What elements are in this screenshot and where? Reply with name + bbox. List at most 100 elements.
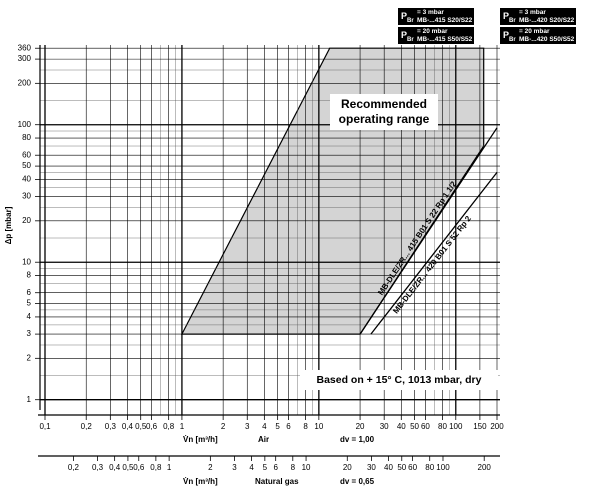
- x-tick-label: 10: [314, 422, 323, 431]
- legend-symbol-sub: Br: [407, 17, 414, 24]
- x-tick-label: 40: [397, 422, 406, 431]
- legend-symbol: PBr: [401, 30, 414, 43]
- x2-tick-label: 0,6: [133, 463, 145, 472]
- x-tick-label: 0,6: [146, 422, 158, 431]
- legend-symbol-sub: Br: [407, 36, 414, 43]
- x2-axis-medium: Natural gas: [255, 477, 299, 486]
- x2-tick-label: 30: [367, 463, 376, 472]
- x-tick-label: 0,4: [122, 422, 134, 431]
- x-tick-label: 0,1: [39, 422, 51, 431]
- legend-symbol-letter: P: [503, 30, 510, 40]
- x2-tick-label: 8: [291, 463, 296, 472]
- x2-tick-label: 40: [384, 463, 393, 472]
- x-tick-label: 0,2: [81, 422, 93, 431]
- legend-symbol-letter: P: [401, 30, 408, 40]
- x2-tick-label: 0,3: [92, 463, 104, 472]
- operating-range: [180, 47, 485, 335]
- x-tick-label: 30: [380, 422, 389, 431]
- x-tick-label: 8: [303, 422, 308, 431]
- y-tick-label: 2: [27, 353, 32, 362]
- legend-model: MB-...420 S50/S52: [519, 36, 575, 43]
- x-tick-label: 4: [262, 422, 267, 431]
- y-tick-label: 6: [27, 288, 32, 297]
- legend-model: MB-...415 S20/S22: [417, 17, 473, 24]
- x2-tick-label: 1: [167, 463, 172, 472]
- x-tick-label: 200: [490, 422, 504, 431]
- legend-symbol-sub: Br: [509, 17, 516, 24]
- x-tick-label: 20: [356, 422, 365, 431]
- legend-entry: PBr = 20 mbar MB-...420 S50/S52: [500, 27, 576, 44]
- x2-axis-dv: dv = 0,65: [340, 477, 375, 486]
- x-tick-label: 0,8: [163, 422, 175, 431]
- x-axis-medium: Air: [258, 435, 269, 444]
- legend-model: MB-...420 S20/S22: [519, 17, 575, 24]
- legend-entry: PBr = 3 mbar MB-...415 S20/S22: [398, 8, 474, 25]
- legend-entry: PBr = 20 mbar MB-...415 S50/S52: [398, 27, 474, 44]
- x2-tick-label: 100: [436, 463, 450, 472]
- x2-tick-label: 80: [425, 463, 434, 472]
- x-tick-label: 3: [245, 422, 250, 431]
- legend-pressure: = 3 mbar: [417, 9, 444, 16]
- y-tick-label: 40: [22, 175, 31, 184]
- x-axis-dv: dv = 1,00: [340, 435, 375, 444]
- legend-symbol: PBr: [503, 30, 516, 43]
- x2-tick-label: 10: [302, 463, 311, 472]
- legend-pressure: = 3 mbar: [519, 9, 546, 16]
- y-tick-label: 3: [27, 329, 32, 338]
- y-tick-label: 60: [22, 150, 31, 159]
- y-tick-label: 4: [27, 312, 32, 321]
- legend-symbol-letter: P: [503, 11, 510, 21]
- x2-tick-label: 3: [232, 463, 237, 472]
- x-tick-label: 2: [221, 422, 226, 431]
- y-axis-title: Δp [mbar]: [4, 206, 13, 244]
- x2-tick-label: 0,2: [68, 463, 80, 472]
- y-tick-label: 1: [27, 395, 32, 404]
- x-tick-label: 50: [410, 422, 419, 431]
- x2-tick-label: 20: [343, 463, 352, 472]
- region-label: Recommended operating range: [330, 94, 438, 130]
- x-tick-label: 1: [180, 422, 185, 431]
- x-tick-label: 0,3: [105, 422, 117, 431]
- y-tick-label: 80: [22, 133, 31, 142]
- x-tick-label: 5: [275, 422, 280, 431]
- x-tick-label: 100: [449, 422, 463, 431]
- x2-tick-label: 0,5: [122, 463, 134, 472]
- y-tick-label: 300: [18, 54, 32, 63]
- x2-tick-label: 60: [408, 463, 417, 472]
- x2-tick-label: 0,8: [150, 463, 162, 472]
- legend-symbol: PBr: [503, 11, 516, 24]
- x-tick-label: 150: [473, 422, 487, 431]
- y-tick-label: 50: [22, 161, 31, 170]
- y-tick-label: 100: [18, 120, 32, 129]
- y-tick-label: 8: [27, 271, 32, 280]
- x-axis-title: V̇n [m³/h]: [183, 435, 218, 444]
- legend-symbol-letter: P: [401, 11, 408, 21]
- legend-pressure: = 20 mbar: [519, 28, 550, 35]
- x-tick-label: 6: [286, 422, 291, 431]
- x2-tick-label: 2: [208, 463, 213, 472]
- y-tick-label: 200: [18, 78, 32, 87]
- x2-tick-label: 50: [397, 463, 406, 472]
- x2-tick-label: 200: [478, 463, 492, 472]
- characteristic-line: [359, 127, 498, 335]
- x2-tick-label: 0,4: [109, 463, 121, 472]
- legend-symbol: PBr: [401, 11, 414, 24]
- legend-entry: PBr = 3 mbar MB-...420 S20/S22: [500, 8, 576, 25]
- y-tick-label: 20: [22, 216, 31, 225]
- x2-tick-label: 4: [249, 463, 254, 472]
- x2-tick-label: 5: [263, 463, 268, 472]
- x-tick-label: 80: [438, 422, 447, 431]
- legend-symbol-sub: Br: [509, 36, 516, 43]
- x2-tick-label: 6: [273, 463, 278, 472]
- x-tick-label: 60: [421, 422, 430, 431]
- annotation: Based on + 15° C, 1013 mbar, dry: [300, 370, 498, 390]
- x2-axis-title: V̇n [m³/h]: [183, 477, 218, 486]
- x-tick-label: 0,5: [135, 422, 147, 431]
- characteristic-line: [370, 172, 498, 335]
- y-tick-label: 30: [22, 192, 31, 201]
- y-tick-label: 5: [27, 299, 32, 308]
- y-tick-label: 10: [22, 257, 31, 266]
- legend-model: MB-...415 S50/S52: [417, 36, 473, 43]
